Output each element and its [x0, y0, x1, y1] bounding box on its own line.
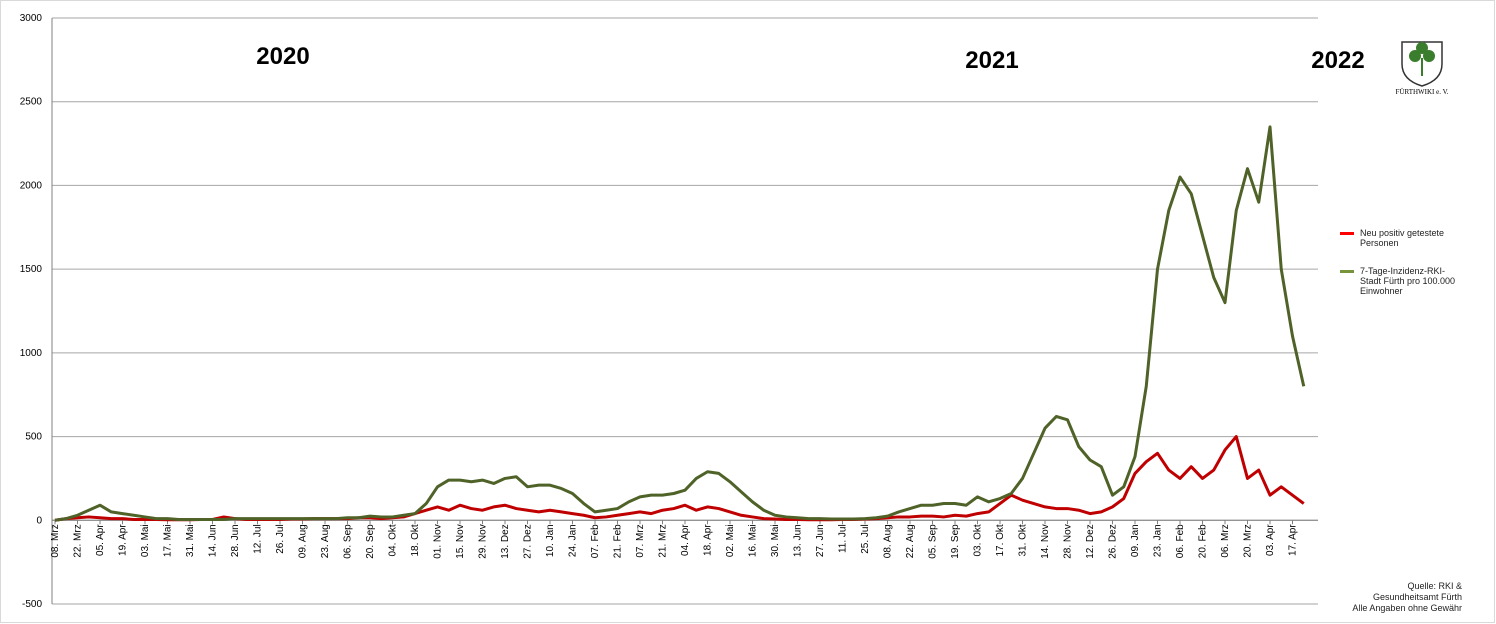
x-tick-label: 18. Okt	[410, 524, 421, 556]
x-tick-label: 14. Nov	[1040, 524, 1051, 558]
x-tick-label: 06. Feb	[1175, 524, 1186, 558]
x-tick-label: 29. Nov	[478, 524, 489, 558]
x-tick-label: 04. Okt	[388, 524, 399, 556]
y-tick-label: 500	[25, 432, 42, 443]
x-tick-label: 28. Nov	[1063, 524, 1074, 558]
x-tick-label: 07. Mrz	[635, 524, 646, 557]
x-tick-label: 19. Sep	[950, 524, 961, 559]
x-tick-label: 04. Apr	[680, 524, 691, 556]
y-tick-label: 1500	[20, 264, 43, 275]
x-tick-label: 15. Nov	[455, 524, 466, 558]
x-tick-label: 06. Sep	[343, 524, 354, 559]
logo	[1401, 41, 1443, 87]
x-tick-label: 05. Sep	[928, 524, 939, 559]
y-tick-label: 2500	[20, 97, 43, 108]
legend-swatch	[1340, 232, 1354, 235]
x-tick-label: 13. Jun	[793, 524, 804, 557]
x-tick-label: 25. Jul	[860, 524, 871, 553]
x-tick-label: 22. Aug	[905, 524, 916, 558]
x-tick-label: 13. Dez	[500, 524, 511, 558]
x-tick-label: 18. Apr	[703, 524, 714, 556]
x-tick-label: 27. Dez	[523, 524, 534, 558]
x-tick-label: 23. Aug	[320, 524, 331, 558]
legend-label: 7-Tage-Inzidenz-RKI-Stadt Fürth pro 100.…	[1360, 266, 1456, 296]
x-tick-label: 21. Mrz	[658, 524, 669, 557]
x-tick-label: 20. Mrz	[1243, 524, 1254, 557]
x-tick-label: 20. Sep	[365, 524, 376, 559]
year-label: 2022	[1311, 47, 1364, 74]
x-tick-label: 27. Jun	[815, 524, 826, 557]
year-label: 2021	[965, 47, 1018, 74]
x-tick-label: 31. Mai	[185, 524, 196, 557]
x-tick-label: 21. Feb	[613, 524, 624, 558]
legend: Neu positiv getestete Personen 7-Tage-Inz…	[1340, 228, 1465, 314]
x-tick-label: 01. Nov	[433, 524, 444, 558]
year-label: 2020	[256, 43, 309, 70]
x-tick-label: 17. Apr	[1288, 524, 1299, 556]
x-tick-label: 28. Jun	[230, 524, 241, 557]
x-tick-label: 12. Jul	[253, 524, 264, 553]
line-series	[54, 125, 1306, 522]
x-tick-label: 03. Okt	[973, 524, 984, 556]
x-tick-label: 19. Apr	[118, 524, 129, 556]
y-tick-label: -500	[22, 599, 42, 610]
legend-swatch	[1340, 270, 1354, 273]
x-tick-label: 20. Feb	[1198, 524, 1209, 558]
x-tick-label: 31. Okt	[1018, 524, 1029, 556]
x-tick-label: 03. Mai	[140, 524, 151, 557]
y-tick-label: 2000	[20, 180, 43, 191]
x-tick-label: 26. Jul	[275, 524, 286, 553]
x-tick-label: 10. Jan	[545, 524, 556, 557]
source-line: Alle Angaben ohne Gewähr	[1352, 603, 1462, 613]
y-tick-label: 3000	[20, 13, 43, 24]
logo-text: FÜRTHWIKI e. V.	[1396, 88, 1449, 96]
x-tick-label: 08. Mrz	[50, 524, 61, 557]
x-tick-label: 23. Jan	[1153, 524, 1164, 557]
x-tick-label: 07. Feb	[590, 524, 601, 558]
x-tick-label: 22. Mrz	[73, 524, 84, 557]
x-tick-label: 17. Okt	[995, 524, 1006, 556]
x-tick-label: 14. Jun	[208, 524, 219, 557]
legend-label: Neu positiv getestete Personen	[1360, 228, 1445, 248]
x-tick-label: 05. Apr	[95, 524, 106, 556]
source-line: Gesundheitsamt Fürth	[1372, 592, 1462, 602]
x-tick-label: 26. Dez	[1108, 524, 1119, 558]
y-tick-label: 0	[36, 515, 42, 526]
x-tick-label: 09. Aug	[298, 524, 309, 558]
y-tick-label: 1000	[20, 348, 43, 359]
x-tick-label: 09. Jan	[1130, 524, 1141, 557]
x-tick-label: 30. Mai	[770, 524, 781, 557]
legend-item: 7-Tage-Inzidenz-RKI-Stadt Fürth pro 100.…	[1340, 266, 1465, 296]
legend-item: Neu positiv getestete Personen	[1340, 228, 1465, 248]
x-tick-label: 17. Mai	[163, 524, 174, 557]
x-tick-label: 06. Mrz	[1220, 524, 1231, 557]
x-tick-label: 12. Dez	[1085, 524, 1096, 558]
x-tick-label: 08. Aug	[883, 524, 894, 558]
source-line: Quelle: RKI &	[1407, 581, 1462, 591]
x-tick-label: 02. Mai	[725, 524, 736, 557]
source-note: Quelle: RKI & Gesundheitsamt Fürth Alle An…	[1352, 581, 1462, 614]
x-tick-label: 03. Apr	[1265, 524, 1276, 556]
x-tick-label: 24. Jan	[568, 524, 579, 557]
x-tick-label: 16. Mai	[748, 524, 759, 557]
x-tick-label: 11. Jul	[838, 524, 849, 553]
